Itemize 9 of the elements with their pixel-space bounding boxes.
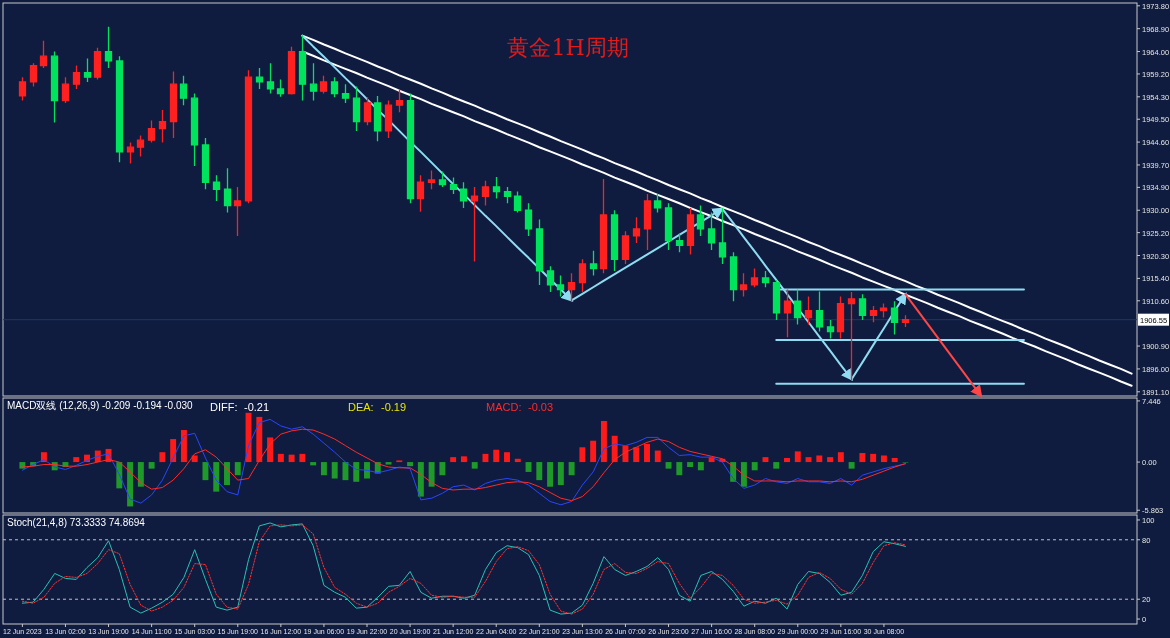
annotation: -0.19 (381, 401, 407, 413)
annotation: DEA: (348, 401, 374, 413)
annotation: -0.21 (244, 401, 270, 413)
annotation: MACD: (486, 401, 522, 413)
chart-title: MACD双线 (12,26,9) -0.209 -0.194 -0.030 (7, 400, 194, 411)
text: 黄金1H周期 (507, 35, 629, 60)
chart-title: Stoch(21,4,8) 73.3333 74.8694 (7, 517, 146, 528)
annotation: -0.03 (528, 401, 554, 413)
annotation: DIFF: (210, 401, 238, 413)
